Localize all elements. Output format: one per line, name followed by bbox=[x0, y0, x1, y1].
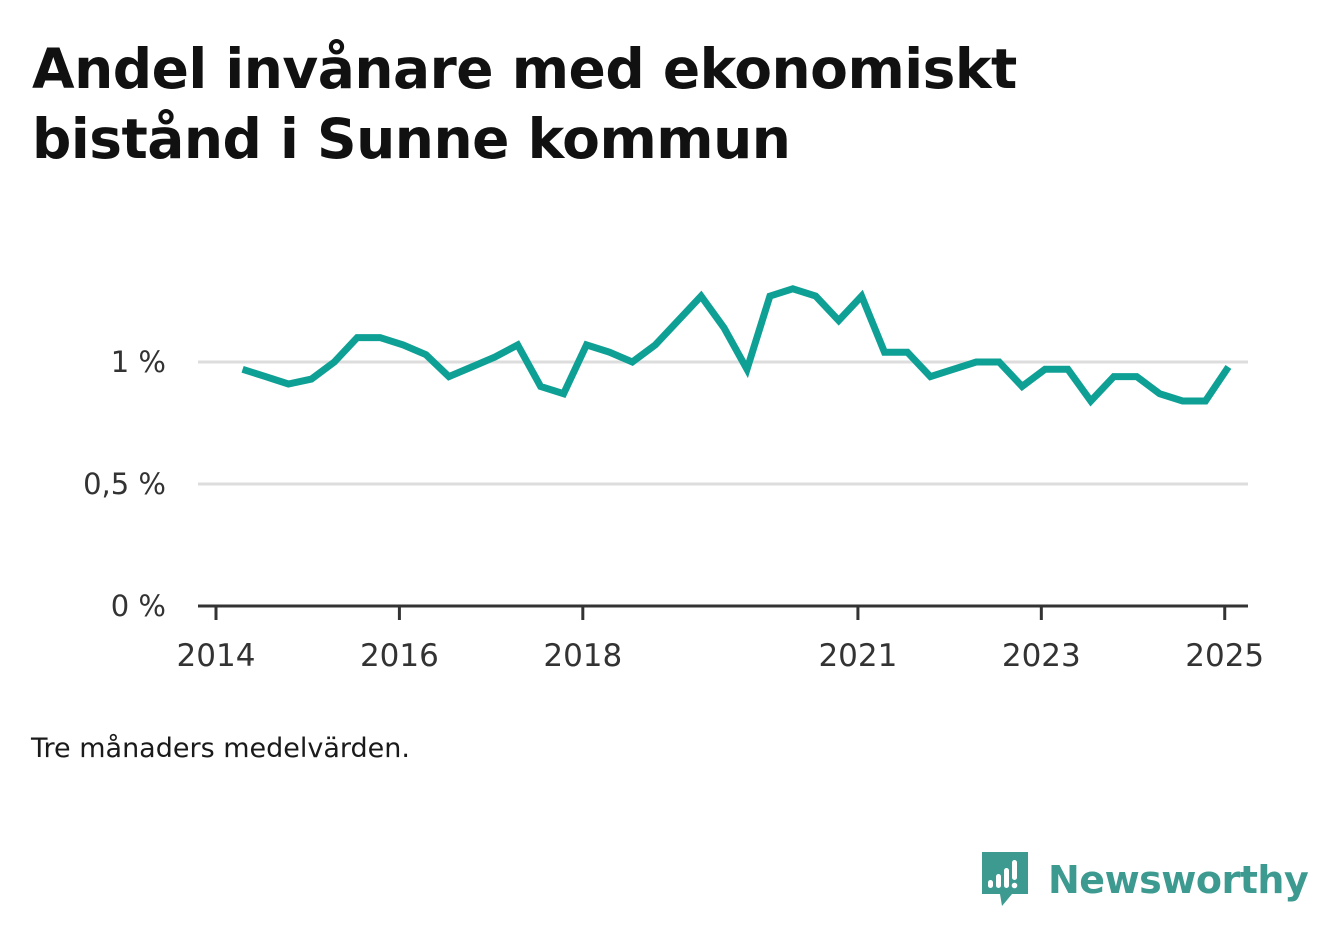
y-tick-label: 1 % bbox=[111, 345, 166, 379]
y-tick-label: 0,5 % bbox=[83, 467, 166, 501]
x-tick-label: 2021 bbox=[818, 638, 897, 674]
x-tick-label: 2014 bbox=[177, 638, 256, 674]
newsworthy-logo[interactable]: Newsworthy bbox=[980, 850, 1309, 910]
y-tick-label: 0 % bbox=[111, 589, 166, 623]
x-tick-label: 2023 bbox=[1002, 638, 1081, 674]
series-layer bbox=[241, 285, 1232, 407]
chart-title: Andel invånare med ekonomiskt bistånd i … bbox=[32, 37, 1017, 171]
newsworthy-bar-chart-bubble-icon bbox=[982, 852, 1028, 906]
x-tick-label: 2016 bbox=[360, 638, 439, 674]
footnote: Tre månaders medelvärden. bbox=[31, 733, 410, 764]
y-axis-labels: 0 % 0,5 % 1 % bbox=[83, 345, 166, 623]
brand-name: Newsworthy bbox=[1048, 858, 1309, 902]
x-axis-labels: 2014 2016 2018 2021 2023 2025 bbox=[177, 638, 1265, 674]
series-line bbox=[241, 285, 1232, 407]
x-tick-label: 2018 bbox=[543, 638, 622, 674]
x-tick-label: 2025 bbox=[1185, 638, 1264, 674]
gridlines bbox=[198, 360, 1248, 486]
x-axis bbox=[198, 604, 1248, 620]
